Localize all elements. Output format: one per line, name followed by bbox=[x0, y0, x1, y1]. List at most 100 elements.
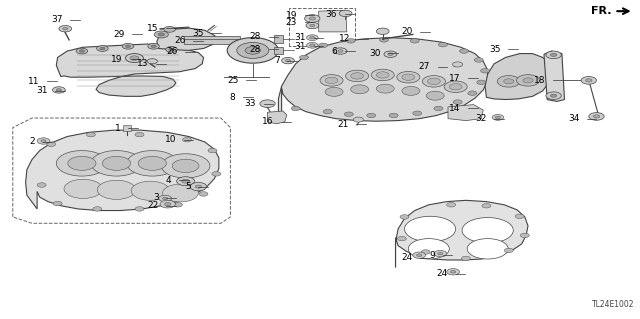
Text: 27: 27 bbox=[419, 63, 430, 71]
Polygon shape bbox=[544, 51, 564, 101]
Text: 2: 2 bbox=[29, 137, 35, 146]
Circle shape bbox=[520, 233, 529, 238]
Circle shape bbox=[282, 57, 294, 64]
Circle shape bbox=[100, 47, 105, 50]
Text: 21: 21 bbox=[337, 120, 349, 129]
Circle shape bbox=[68, 156, 96, 170]
Circle shape bbox=[147, 59, 157, 64]
Circle shape bbox=[325, 87, 343, 96]
Circle shape bbox=[291, 106, 300, 111]
Circle shape bbox=[320, 75, 343, 86]
Text: 13: 13 bbox=[137, 59, 148, 68]
Circle shape bbox=[426, 91, 444, 100]
Text: 30: 30 bbox=[369, 49, 381, 58]
Text: 34: 34 bbox=[568, 114, 579, 123]
Polygon shape bbox=[396, 200, 528, 267]
Circle shape bbox=[300, 55, 308, 60]
Text: 19: 19 bbox=[111, 55, 123, 63]
Circle shape bbox=[325, 77, 338, 84]
Text: 37: 37 bbox=[51, 15, 63, 24]
Text: 15: 15 bbox=[147, 24, 159, 33]
Circle shape bbox=[413, 111, 422, 115]
Circle shape bbox=[338, 50, 343, 52]
Text: 19: 19 bbox=[285, 11, 297, 20]
Circle shape bbox=[310, 44, 315, 47]
Circle shape bbox=[497, 76, 520, 87]
Circle shape bbox=[172, 159, 199, 173]
Circle shape bbox=[421, 250, 430, 254]
Text: 28: 28 bbox=[250, 32, 261, 41]
Text: 24: 24 bbox=[401, 253, 413, 262]
Circle shape bbox=[581, 77, 596, 84]
Circle shape bbox=[346, 70, 369, 82]
Circle shape bbox=[41, 140, 46, 142]
Circle shape bbox=[380, 38, 388, 42]
Circle shape bbox=[208, 148, 217, 153]
Circle shape bbox=[523, 78, 533, 83]
Circle shape bbox=[307, 42, 318, 48]
Circle shape bbox=[384, 51, 397, 57]
Polygon shape bbox=[13, 118, 230, 223]
Circle shape bbox=[481, 69, 490, 73]
Text: 24: 24 bbox=[436, 269, 448, 278]
Text: 11: 11 bbox=[28, 77, 40, 86]
Text: 22: 22 bbox=[147, 201, 159, 210]
Text: 29: 29 bbox=[113, 30, 125, 39]
Circle shape bbox=[319, 43, 328, 48]
Circle shape bbox=[125, 45, 131, 48]
Text: 14: 14 bbox=[449, 104, 461, 113]
Circle shape bbox=[97, 46, 108, 51]
Text: 31: 31 bbox=[36, 86, 47, 95]
Circle shape bbox=[309, 17, 316, 20]
Circle shape bbox=[182, 137, 191, 142]
Circle shape bbox=[163, 197, 168, 200]
Circle shape bbox=[492, 115, 504, 120]
Circle shape bbox=[154, 31, 168, 38]
Circle shape bbox=[376, 72, 389, 78]
Circle shape bbox=[389, 113, 398, 118]
Text: 16: 16 bbox=[262, 117, 274, 126]
Circle shape bbox=[37, 138, 50, 144]
Polygon shape bbox=[289, 8, 355, 46]
Circle shape bbox=[388, 53, 393, 56]
Bar bbox=[123, 125, 131, 131]
Text: 6: 6 bbox=[332, 47, 337, 56]
Circle shape bbox=[376, 84, 394, 93]
Circle shape bbox=[346, 39, 355, 43]
Circle shape bbox=[550, 53, 557, 56]
Circle shape bbox=[151, 45, 156, 48]
Circle shape bbox=[461, 256, 470, 261]
Circle shape bbox=[135, 132, 144, 137]
Circle shape bbox=[434, 250, 447, 257]
Circle shape bbox=[127, 151, 178, 176]
Polygon shape bbox=[274, 35, 283, 43]
Circle shape bbox=[138, 156, 166, 170]
Circle shape bbox=[76, 48, 88, 54]
Circle shape bbox=[402, 86, 420, 95]
Circle shape bbox=[148, 43, 159, 49]
Polygon shape bbox=[278, 38, 488, 121]
Circle shape bbox=[397, 236, 406, 241]
Circle shape bbox=[447, 203, 456, 207]
Circle shape bbox=[462, 218, 513, 243]
Text: 26: 26 bbox=[166, 47, 177, 56]
Circle shape bbox=[452, 62, 463, 67]
Circle shape bbox=[310, 36, 315, 39]
Circle shape bbox=[413, 252, 426, 258]
Polygon shape bbox=[485, 54, 552, 100]
Circle shape bbox=[135, 207, 144, 211]
Text: 35: 35 bbox=[192, 29, 204, 38]
Circle shape bbox=[351, 85, 369, 94]
Circle shape bbox=[182, 179, 189, 183]
Text: 36: 36 bbox=[326, 10, 337, 19]
Circle shape bbox=[422, 76, 445, 87]
Circle shape bbox=[195, 185, 202, 188]
Circle shape bbox=[495, 116, 500, 119]
Circle shape bbox=[323, 109, 332, 114]
Circle shape bbox=[56, 151, 108, 176]
Text: 17: 17 bbox=[449, 74, 461, 83]
Circle shape bbox=[237, 42, 269, 58]
Circle shape bbox=[158, 33, 164, 36]
Circle shape bbox=[163, 184, 198, 202]
Circle shape bbox=[125, 54, 143, 63]
